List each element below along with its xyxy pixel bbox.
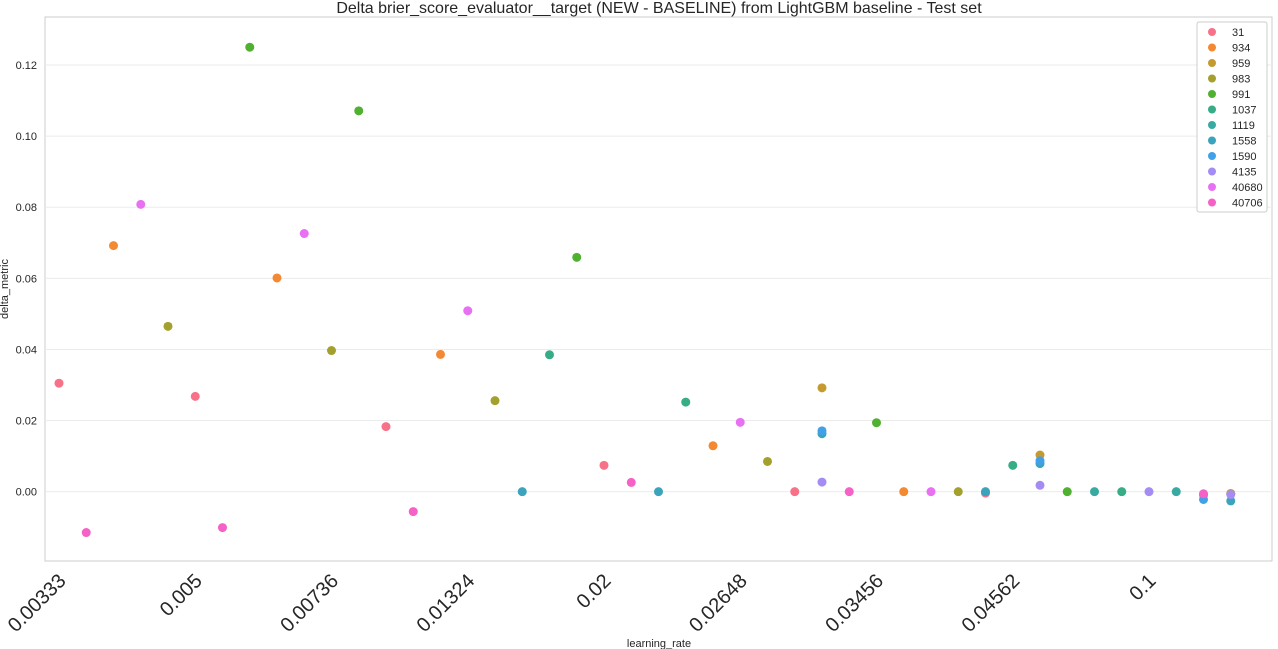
x-tick-label: 0.00736: [276, 570, 343, 637]
legend-label: 31: [1232, 27, 1244, 39]
scatter-point: [381, 422, 391, 432]
scatter-point: [926, 487, 936, 497]
x-tick-label: 0.00333: [4, 570, 71, 637]
x-tick-labels: 0.00333 0.005 0.00736 0.01324 0.02 0.02648 0.0…: [4, 570, 1161, 637]
legend-marker: [1208, 183, 1216, 191]
scatter-point: [817, 477, 827, 487]
scatter-point: [681, 397, 691, 407]
scatter-point: [626, 477, 636, 487]
scatter-point: [1062, 487, 1072, 497]
legend-marker: [1208, 74, 1216, 83]
scatter-point: [981, 487, 990, 497]
legend-label: 991: [1232, 89, 1250, 101]
legend-marker: [1208, 28, 1216, 36]
scatter-point: [436, 349, 445, 359]
chart-title: Delta brier_score_evaluator__target (NEW…: [336, 0, 982, 17]
x-tick-label: 0.01324: [413, 570, 480, 637]
scatter-point: [1226, 496, 1236, 506]
scatter-point: [1199, 489, 1208, 499]
x-tick-label: 0.005: [156, 570, 207, 621]
scatter-point: [817, 383, 827, 393]
legend-label: 959: [1232, 58, 1250, 70]
y-tick-label: 0.10: [16, 131, 37, 143]
scatter-point: [790, 487, 800, 497]
scatter-point: [872, 418, 881, 428]
scatter-point: [1035, 456, 1045, 466]
scatter-point: [953, 487, 963, 497]
scatter-point: [708, 441, 718, 451]
x-tick-label: 0.02648: [685, 570, 752, 637]
legend-label: 1558: [1232, 136, 1256, 148]
x-axis-label: learning_rate: [627, 638, 691, 649]
scatter-point: [109, 241, 118, 251]
scatter-point: [81, 528, 91, 538]
legend-label: 4135: [1232, 167, 1256, 179]
scatter-point: [735, 417, 745, 427]
x-tick-label: 0.03456: [821, 570, 888, 637]
scatter-point: [1171, 487, 1181, 497]
scatter-point: [545, 350, 554, 360]
legend-marker: [1208, 136, 1216, 145]
y-tick-label: 0.04: [16, 344, 37, 356]
scatter-point: [354, 106, 364, 116]
scatter-point: [517, 487, 527, 497]
legend-label: 40706: [1232, 198, 1263, 210]
legend-label: 1590: [1232, 151, 1256, 163]
legend-label: 1037: [1232, 105, 1256, 117]
scatter-point: [272, 273, 282, 283]
y-tick-label: 0.08: [16, 202, 37, 214]
scatter-point: [817, 426, 827, 436]
legend-label: 1119: [1232, 120, 1255, 132]
legend-box: [1196, 21, 1268, 213]
scatter-point: [190, 391, 200, 401]
scatter-point: [599, 460, 609, 470]
x-tick-label: 0.02: [572, 570, 615, 613]
scatter-point: [136, 199, 146, 209]
legend-marker: [1208, 105, 1216, 114]
scatter-point: [1144, 487, 1154, 497]
legend-marker: [1208, 152, 1216, 160]
scatter-point: [299, 229, 309, 239]
scatter-point: [844, 487, 854, 497]
scatter-point: [1035, 480, 1045, 490]
y-tick-label: 0.00: [16, 487, 37, 499]
scatter-point: [245, 42, 255, 52]
y-tick-labels: 0.00 0.02 0.04 0.06 0.08 0.10 0.12: [16, 60, 37, 499]
scatter-point: [572, 252, 582, 262]
scatter-point: [1090, 487, 1099, 497]
legend: 31 934 959 983 991 1037 1119 1558 1590 4135 40680 4…: [1196, 21, 1268, 213]
y-tick-label: 0.06: [16, 273, 37, 285]
scatter-point: [1117, 487, 1127, 497]
scatter-point: [408, 507, 418, 517]
legend-marker: [1208, 198, 1216, 207]
scatter-point: [163, 321, 173, 331]
legend-marker: [1208, 121, 1216, 129]
scatter-point: [327, 346, 336, 356]
y-tick-label: 0.12: [16, 60, 37, 72]
x-tick-label: 0.1: [1125, 570, 1160, 605]
scatter-point: [763, 456, 772, 466]
legend-marker: [1208, 167, 1216, 176]
scatter-point: [490, 396, 500, 406]
scatter-point: [1008, 460, 1018, 470]
legend-marker: [1208, 59, 1216, 67]
y-axis-label: delta_metric: [0, 259, 11, 319]
scatter-point: [654, 487, 663, 497]
scatter-point: [463, 306, 473, 316]
plot-area: [44, 16, 1273, 562]
legend-label: 934: [1232, 43, 1250, 55]
y-tick-label: 0.02: [16, 416, 37, 428]
scatter-point: [899, 487, 909, 497]
data-points: [54, 42, 1236, 538]
legend-label: 40680: [1232, 182, 1263, 194]
scatter-point: [218, 523, 227, 533]
legend-marker: [1208, 90, 1216, 98]
legend-label: 983: [1232, 74, 1250, 86]
legend-marker: [1208, 43, 1216, 52]
gridlines: [45, 64, 1272, 493]
scatter-point: [54, 378, 64, 388]
x-tick-label: 0.04562: [958, 570, 1025, 637]
scatter-point: [1226, 490, 1236, 500]
